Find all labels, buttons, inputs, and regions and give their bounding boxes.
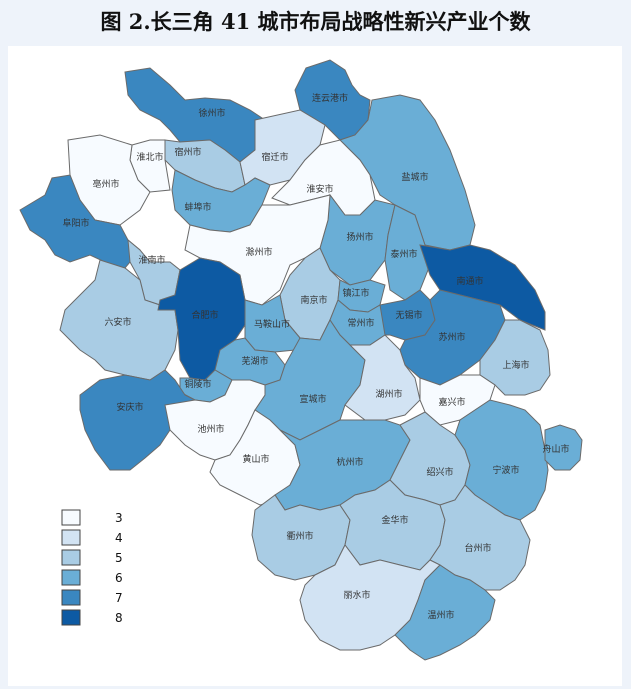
legend-label: 7 xyxy=(115,591,123,605)
region-label: 铜陵市 xyxy=(184,378,211,390)
region-label: 盐城市 xyxy=(401,171,428,183)
region-label: 合肥市 xyxy=(191,309,218,321)
legend-label: 5 xyxy=(115,551,123,565)
region-label: 亳州市 xyxy=(92,178,119,190)
region-label: 宿迁市 xyxy=(261,151,288,163)
legend-label: 6 xyxy=(115,571,123,585)
region-label: 芜湖市 xyxy=(241,355,268,367)
region-29 xyxy=(344,334,421,421)
legend-swatch xyxy=(61,529,81,546)
region-label: 杭州市 xyxy=(336,456,363,468)
region-6 xyxy=(339,94,476,251)
region-5 xyxy=(239,109,326,186)
region-label: 上海市 xyxy=(502,359,529,371)
region-label: 淮南市 xyxy=(138,254,165,266)
region-label: 宣城市 xyxy=(299,393,326,405)
region-label: 蚌埠市 xyxy=(184,201,211,213)
legend-swatch xyxy=(61,569,81,586)
region-label: 南京市 xyxy=(300,294,327,306)
region-label: 安庆市 xyxy=(116,401,143,413)
legend-swatch xyxy=(61,609,81,626)
region-label: 南通市 xyxy=(456,275,483,287)
region-label: 滁州市 xyxy=(245,246,272,258)
region-label: 温州市 xyxy=(427,609,454,621)
region-label: 泰州市 xyxy=(390,248,417,260)
region-label: 徐州市 xyxy=(198,107,225,119)
region-label: 淮北市 xyxy=(136,151,163,163)
region-label: 无锡市 xyxy=(395,309,422,321)
region-label: 马鞍山市 xyxy=(254,318,290,330)
region-36 xyxy=(544,424,583,471)
region-label: 衢州市 xyxy=(286,530,313,542)
legend: 3 4 5 6 7 8 xyxy=(61,509,123,626)
region-label: 湖州市 xyxy=(375,388,402,400)
region-label: 黄山市 xyxy=(242,453,269,465)
region-label: 丽水市 xyxy=(343,589,370,601)
region-label: 宿州市 xyxy=(174,146,201,158)
legend-swatch xyxy=(61,509,81,526)
region-label: 金华市 xyxy=(381,514,408,526)
region-35 xyxy=(454,399,549,521)
region-label: 连云港市 xyxy=(312,92,348,104)
map-title: 图 2.长三角 41 城市布局战略性新兴产业个数 xyxy=(100,9,531,34)
legend-swatch xyxy=(61,589,81,606)
region-label: 六安市 xyxy=(104,316,131,328)
region-label: 淮安市 xyxy=(306,183,333,195)
legend-label: 4 xyxy=(115,531,123,545)
region-label: 镇江市 xyxy=(342,287,369,299)
region-label: 台州市 xyxy=(464,542,491,554)
region-label: 绍兴市 xyxy=(426,466,453,478)
region-label: 嘉兴市 xyxy=(438,396,465,408)
region-41 xyxy=(394,564,496,661)
legend-label: 3 xyxy=(115,511,123,525)
region-label: 宁波市 xyxy=(492,464,519,476)
region-label: 舟山市 xyxy=(542,443,569,455)
region-label: 苏州市 xyxy=(438,331,465,343)
legend-swatch xyxy=(61,549,81,566)
regions-layer xyxy=(19,59,583,661)
region-label: 阜阳市 xyxy=(62,217,89,229)
region-label: 池州市 xyxy=(197,423,224,435)
region-label: 扬州市 xyxy=(346,231,373,243)
region-label: 常州市 xyxy=(347,317,374,329)
legend-label: 8 xyxy=(115,611,123,625)
